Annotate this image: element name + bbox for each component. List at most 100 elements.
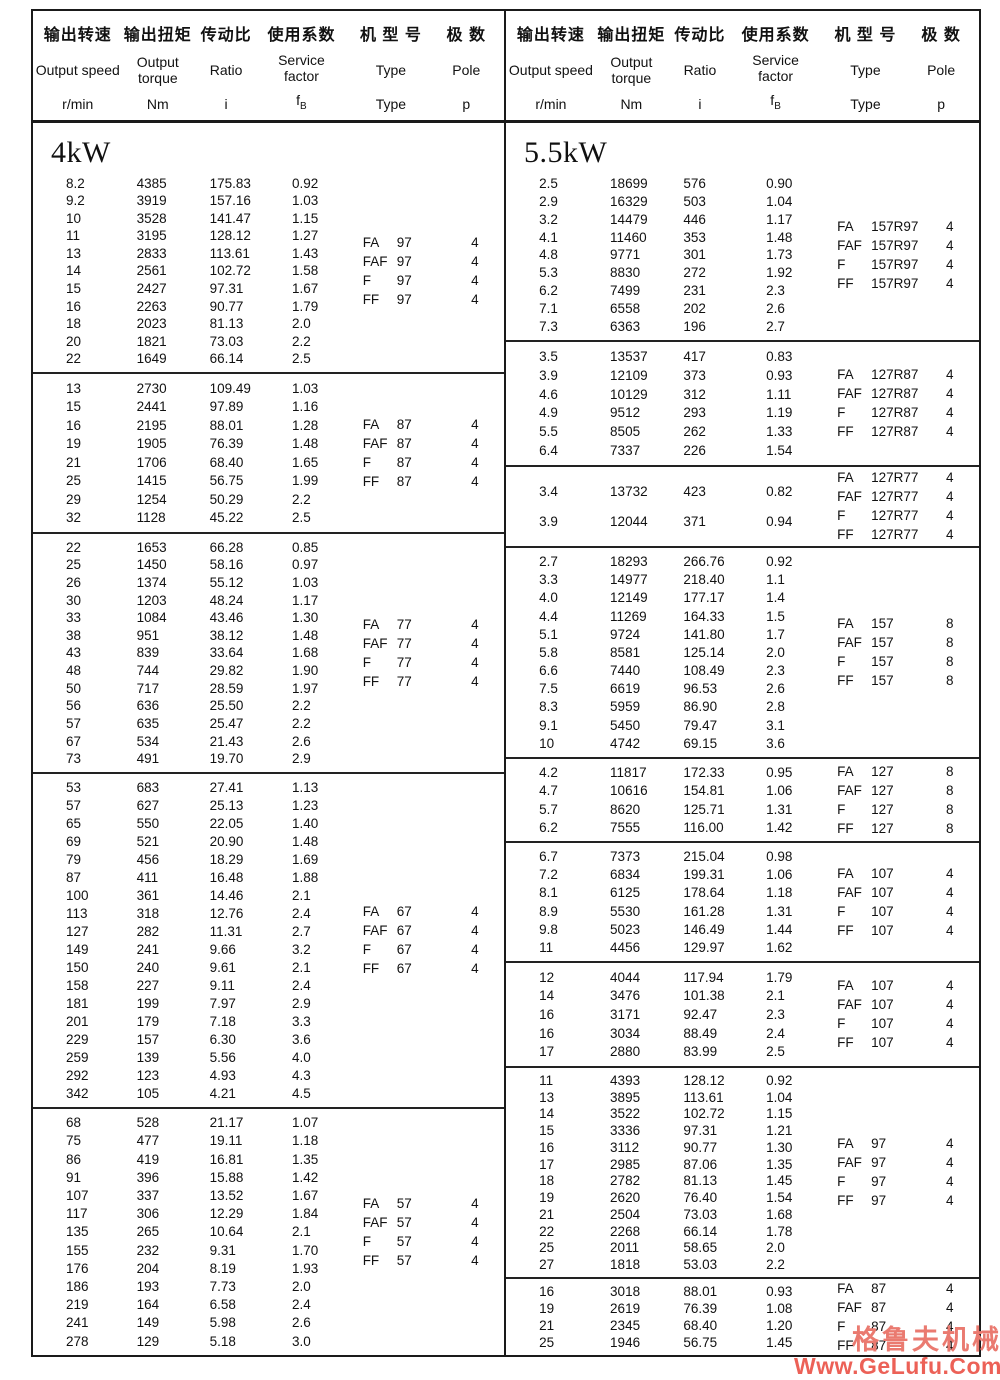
torque-cell: 521 — [136, 834, 160, 849]
speed-cell: 86 — [65, 1151, 81, 1167]
factor-cell: 1.4 — [766, 590, 785, 606]
ratio-cell: 116.00 — [683, 819, 724, 835]
ratio-cell: 11.31 — [209, 924, 243, 939]
speed-cell: 19 — [539, 1301, 555, 1316]
ratio-cell: 96.53 — [683, 681, 718, 697]
torque-cell: 265 — [136, 1224, 160, 1240]
speed-cell: 27 — [539, 1257, 555, 1273]
torque-cell: 8830 — [610, 265, 641, 281]
torque-cell: 18293 — [610, 554, 648, 570]
spec-row: 186 193 7.73 2.0 — [33, 1279, 504, 1294]
speed-cell: 8.1 — [539, 885, 558, 901]
header-label-en: Pole — [452, 61, 481, 78]
type-row: FF 97 4 — [837, 1193, 965, 1209]
factor-cell: 0.93 — [766, 1284, 793, 1299]
gutter — [33, 436, 66, 451]
gutter — [33, 334, 66, 349]
spec-row: 127 282 11.31 2.7 — [33, 924, 504, 939]
torque-cell: 4044 — [610, 969, 641, 985]
gutter — [506, 1207, 539, 1222]
type-size: 157R97 — [871, 218, 919, 234]
speed-cell: 30 — [65, 592, 81, 608]
header-unit: Nm — [620, 96, 643, 112]
type-row: FA 87 4 — [837, 1281, 965, 1297]
type-row: F 127R77 4 — [837, 508, 965, 524]
ratio-cell: 14.46 — [209, 888, 244, 903]
pole-count: 4 — [946, 865, 954, 881]
ratio-cell: 262 — [683, 424, 706, 440]
torque-cell: 5450 — [610, 717, 641, 733]
factor-cell: 1.54 — [766, 1190, 793, 1206]
ratio-cell: 154.81 — [683, 783, 725, 799]
spec-row: 25 1415 56.75 1.99 — [33, 473, 504, 488]
header-unit: r/min — [62, 95, 94, 112]
speed-cell: 127 — [65, 924, 89, 939]
ratio-cell: 266.76 — [683, 554, 725, 570]
pole-count: 4 — [946, 508, 954, 523]
torque-cell: 635 — [136, 716, 160, 732]
gutter — [506, 1073, 539, 1088]
factor-cell: 2.2 — [766, 1257, 785, 1273]
torque-cell: 318 — [136, 906, 160, 921]
torque-cell: 129 — [136, 1333, 160, 1349]
speed-cell: 4.4 — [539, 608, 558, 624]
type-prefix: FA — [837, 978, 854, 993]
gutter — [506, 424, 539, 439]
pole-count: 4 — [946, 470, 954, 485]
torque-cell: 2011 — [610, 1240, 640, 1256]
torque-cell: 12044 — [610, 513, 648, 529]
ratio-cell: 146.49 — [683, 921, 725, 937]
ratio-cell: 97.31 — [683, 1123, 718, 1139]
header-label-zh: 输出扭矩 — [597, 27, 666, 44]
header-label-zh: 使用系数 — [741, 27, 810, 44]
gutter — [33, 473, 66, 488]
speed-cell: 2.7 — [539, 554, 558, 570]
factor-cell: 1.27 — [292, 228, 319, 244]
gutter — [506, 349, 539, 364]
ratio-cell: 22.05 — [209, 816, 244, 831]
spec-row: 4.7 10616 154.81 1.06 — [506, 783, 979, 798]
speed-cell: 25 — [539, 1240, 555, 1256]
spec-row: 113 318 12.76 2.4 — [33, 906, 504, 921]
table-header-left: 输出转速 Output speed r/min 输出扭矩 Output torque Nm… — [33, 11, 506, 120]
spec-row: 201 179 7.18 3.3 — [33, 1014, 504, 1029]
gutter — [33, 816, 66, 831]
type-row: FAF 107 4 — [837, 997, 965, 1013]
speed-cell: 13 — [65, 245, 81, 261]
torque-cell: 1653 — [136, 539, 167, 555]
type-prefix: F — [362, 272, 371, 288]
torque-cell: 4393 — [610, 1072, 641, 1088]
type-prefix: FF — [837, 1337, 854, 1353]
ratio-cell: 218.40 — [683, 572, 725, 588]
type-row: FA 157R97 4 — [837, 219, 965, 235]
rows-area: 53 683 27.41 1.13 57 627 25.13 1.23 65 550 22.05 1.… — [33, 774, 504, 1107]
speed-cell: 15 — [65, 281, 81, 297]
torque-cell: 3476 — [610, 988, 641, 1004]
type-row: FA 107 4 — [837, 866, 965, 882]
spec-row: 25 1450 58.16 0.97 — [33, 557, 504, 572]
torque-cell: 2730 — [136, 380, 167, 396]
torque-cell: 4385 — [136, 175, 167, 191]
spec-row: 117 306 12.29 1.84 — [33, 1206, 504, 1221]
factor-cell: 4.3 — [292, 1068, 311, 1083]
torque-cell: 123 — [136, 1068, 160, 1083]
pole-count: 8 — [946, 763, 954, 779]
spec-row: 150 240 9.61 2.1 — [33, 960, 504, 975]
type-row: F 77 4 — [363, 655, 490, 671]
torque-cell: 1649 — [136, 351, 167, 367]
torque-cell: 3018 — [610, 1284, 641, 1299]
type-prefix: FAF — [362, 635, 388, 651]
torque-cell: 6558 — [610, 301, 641, 317]
type-prefix: F — [837, 1174, 846, 1189]
spec-row: 56 636 25.50 2.2 — [33, 698, 504, 713]
gutter — [33, 996, 66, 1011]
factor-cell: 2.6 — [766, 681, 785, 697]
ratio-cell: 73.03 — [683, 1206, 718, 1222]
factor-cell: 2.3 — [766, 283, 785, 299]
torque-cell: 491 — [136, 751, 160, 767]
torque-cell: 179 — [136, 1014, 160, 1029]
speed-cell: 4.1 — [539, 229, 558, 245]
speed-cell: 33 — [65, 610, 81, 626]
spec-row: 100 361 14.46 2.1 — [33, 888, 504, 903]
speed-cell: 259 — [65, 1050, 89, 1065]
